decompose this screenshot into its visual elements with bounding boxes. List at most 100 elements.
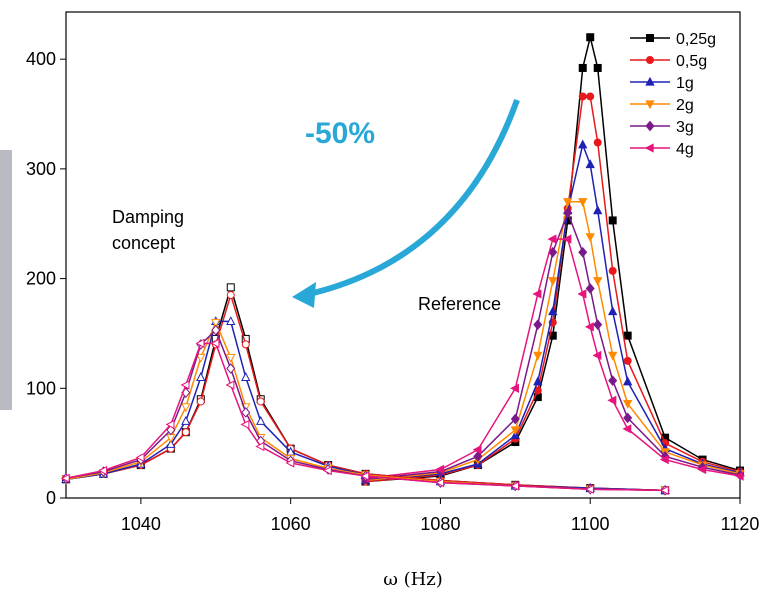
marker bbox=[532, 289, 542, 299]
legend-label: 3g bbox=[676, 119, 694, 136]
y-tick-label: 100 bbox=[26, 378, 56, 398]
marker bbox=[98, 465, 108, 476]
marker bbox=[577, 289, 587, 299]
marker bbox=[548, 306, 558, 316]
legend-marker bbox=[645, 120, 655, 132]
photo-strip bbox=[0, 150, 12, 410]
marker bbox=[562, 234, 572, 244]
marker bbox=[165, 419, 175, 430]
marker bbox=[533, 351, 543, 361]
marker bbox=[563, 198, 573, 208]
marker bbox=[510, 426, 521, 436]
marker bbox=[623, 331, 632, 340]
marker bbox=[473, 450, 483, 462]
annotation: Reference bbox=[418, 294, 501, 314]
marker bbox=[195, 338, 205, 348]
marker bbox=[697, 464, 707, 475]
series-line bbox=[65, 320, 666, 492]
marker bbox=[256, 415, 266, 425]
marker bbox=[533, 376, 543, 386]
annotation: -50% bbox=[305, 117, 375, 150]
marker bbox=[608, 306, 618, 316]
legend-label: 0,25g bbox=[676, 31, 716, 48]
marker bbox=[593, 138, 602, 147]
marker bbox=[510, 413, 520, 425]
marker bbox=[578, 198, 588, 208]
marker bbox=[226, 283, 235, 292]
x-axis-label: ω (Hz) bbox=[383, 569, 443, 590]
legend-marker bbox=[646, 56, 654, 64]
x-tick-label: 1100 bbox=[571, 514, 610, 534]
marker bbox=[622, 400, 633, 409]
marker bbox=[623, 356, 632, 365]
marker bbox=[578, 92, 587, 101]
marker bbox=[586, 92, 595, 101]
marker bbox=[592, 350, 602, 361]
y-tick-label: 200 bbox=[26, 269, 56, 289]
legend-marker bbox=[645, 100, 655, 110]
marker bbox=[608, 216, 617, 225]
marker bbox=[210, 338, 220, 348]
series-line bbox=[65, 342, 666, 492]
marker bbox=[585, 233, 595, 243]
marker bbox=[360, 471, 370, 481]
marker bbox=[241, 340, 250, 349]
marker bbox=[659, 485, 669, 495]
marker bbox=[181, 428, 190, 437]
marker bbox=[622, 424, 632, 434]
marker bbox=[241, 372, 251, 381]
legend-label: 0,5g bbox=[676, 53, 707, 70]
marker bbox=[211, 324, 221, 336]
legend-marker bbox=[644, 143, 654, 153]
marker bbox=[533, 319, 543, 330]
marker bbox=[593, 205, 603, 215]
marker bbox=[196, 397, 205, 406]
marker bbox=[226, 353, 236, 363]
marker bbox=[166, 438, 176, 448]
marker bbox=[607, 395, 617, 406]
marker bbox=[510, 481, 519, 491]
marker bbox=[593, 63, 602, 72]
marker bbox=[608, 375, 618, 386]
marker bbox=[622, 376, 633, 386]
y-tick-label: 300 bbox=[26, 159, 56, 179]
marker bbox=[659, 454, 669, 465]
marker bbox=[435, 477, 445, 488]
marker bbox=[547, 234, 557, 244]
marker bbox=[211, 318, 221, 328]
marker bbox=[623, 412, 633, 424]
legend-label: 1g bbox=[676, 75, 694, 92]
marker bbox=[584, 322, 594, 332]
marker bbox=[285, 458, 295, 468]
marker bbox=[241, 407, 251, 418]
marker bbox=[435, 464, 445, 475]
marker bbox=[226, 363, 236, 374]
marker bbox=[225, 380, 235, 390]
marker bbox=[196, 372, 206, 381]
marker bbox=[608, 351, 618, 361]
x-tick-label: 1080 bbox=[420, 514, 460, 534]
marker bbox=[584, 484, 594, 494]
marker bbox=[255, 441, 265, 452]
marker bbox=[135, 452, 145, 463]
series-line bbox=[65, 328, 666, 492]
marker bbox=[256, 397, 265, 406]
plot-frame bbox=[65, 11, 741, 499]
legend-marker bbox=[645, 76, 655, 86]
marker bbox=[181, 403, 191, 413]
x-tick-label: 1120 bbox=[721, 514, 760, 534]
marker bbox=[563, 207, 573, 219]
y-tick-label: 400 bbox=[26, 49, 56, 69]
marker bbox=[578, 139, 588, 149]
series-line bbox=[65, 284, 666, 492]
arrow bbox=[304, 98, 520, 298]
marker bbox=[226, 316, 236, 326]
marker bbox=[548, 277, 558, 287]
marker bbox=[578, 246, 588, 258]
marker bbox=[472, 445, 482, 455]
marker bbox=[585, 283, 595, 294]
marker bbox=[510, 383, 519, 393]
legend-label: 4g bbox=[676, 141, 694, 158]
marker bbox=[586, 33, 595, 42]
